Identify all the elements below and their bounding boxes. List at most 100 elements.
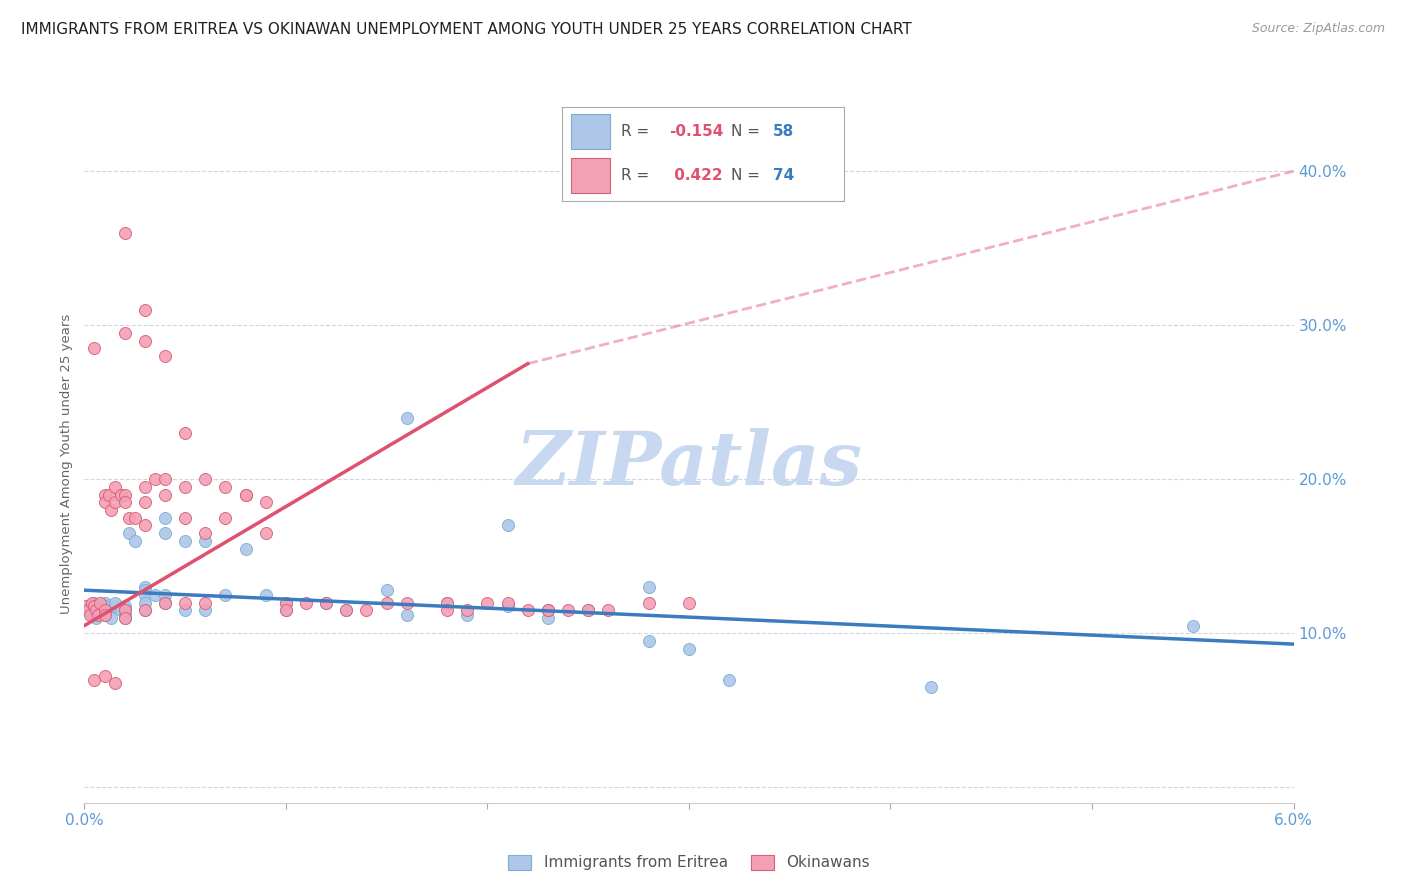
Point <box>79 599 101 613</box>
Point <box>214 588 236 602</box>
Point <box>134 603 156 617</box>
Text: N =: N = <box>731 124 765 139</box>
Point <box>134 583 156 598</box>
Point <box>153 472 176 486</box>
Legend: Immigrants from Eritrea, Okinawans: Immigrants from Eritrea, Okinawans <box>502 849 876 877</box>
Point <box>174 595 197 609</box>
Point <box>194 533 217 548</box>
Point <box>496 518 519 533</box>
Point <box>87 603 110 617</box>
Point <box>456 607 478 622</box>
Point <box>235 488 257 502</box>
Point <box>598 603 620 617</box>
Point <box>194 603 217 617</box>
Point <box>134 595 156 609</box>
Point <box>83 599 105 613</box>
Point <box>114 603 136 617</box>
Point <box>104 480 127 494</box>
Point <box>83 341 105 355</box>
Point <box>104 675 127 690</box>
Point <box>395 410 418 425</box>
Point <box>356 603 378 617</box>
Point <box>375 583 398 598</box>
Point <box>235 488 257 502</box>
Point <box>75 599 97 613</box>
Point <box>153 595 176 609</box>
Point <box>82 607 104 622</box>
Point <box>214 510 236 524</box>
Point <box>104 495 127 509</box>
Point <box>153 595 176 609</box>
Point <box>335 603 357 617</box>
Point <box>83 673 105 687</box>
Point <box>114 603 136 617</box>
Point <box>637 634 659 648</box>
Point <box>100 611 122 625</box>
Point <box>143 588 166 602</box>
Point <box>456 603 478 617</box>
Text: IMMIGRANTS FROM ERITREA VS OKINAWAN UNEMPLOYMENT AMONG YOUTH UNDER 25 YEARS CORR: IMMIGRANTS FROM ERITREA VS OKINAWAN UNEM… <box>21 22 912 37</box>
Point <box>576 603 599 617</box>
Point <box>79 607 101 622</box>
Point <box>174 510 197 524</box>
Point <box>678 641 700 656</box>
Point <box>477 595 499 609</box>
Point <box>194 595 217 609</box>
Point <box>254 495 277 509</box>
Point <box>83 595 105 609</box>
Point <box>274 603 297 617</box>
Point <box>118 510 141 524</box>
Y-axis label: Unemployment Among Youth under 25 years: Unemployment Among Youth under 25 years <box>60 314 73 614</box>
Point <box>496 599 519 613</box>
Point <box>86 603 108 617</box>
Point <box>134 588 156 602</box>
Point <box>436 603 458 617</box>
Point <box>143 472 166 486</box>
Point <box>153 349 176 363</box>
Point <box>93 669 115 683</box>
Point <box>82 595 104 609</box>
Bar <box>571 158 610 194</box>
Point <box>134 480 156 494</box>
Point <box>93 607 115 622</box>
Point <box>114 488 136 502</box>
Text: ZIPatlas: ZIPatlas <box>516 427 862 500</box>
Point <box>678 595 700 609</box>
Point <box>134 495 156 509</box>
Point <box>124 510 146 524</box>
Point <box>254 588 277 602</box>
Point <box>516 603 538 617</box>
Point <box>110 488 132 502</box>
Point <box>153 510 176 524</box>
Point <box>87 607 110 622</box>
Point <box>537 603 560 617</box>
Point <box>100 503 122 517</box>
Point <box>315 595 337 609</box>
Point <box>295 595 318 609</box>
Point <box>718 673 741 687</box>
Point <box>174 425 197 440</box>
Text: N =: N = <box>731 168 765 183</box>
Point <box>235 541 257 556</box>
Point <box>174 533 197 548</box>
Point <box>114 611 136 625</box>
Point <box>436 595 458 609</box>
Point <box>496 595 519 609</box>
Point <box>274 603 297 617</box>
Point <box>93 495 115 509</box>
Text: 58: 58 <box>773 124 794 139</box>
Point <box>118 526 141 541</box>
Point <box>153 588 176 602</box>
Point <box>114 326 136 340</box>
Point <box>134 518 156 533</box>
Text: -0.154: -0.154 <box>669 124 724 139</box>
Point <box>194 526 217 541</box>
Point <box>1181 618 1204 632</box>
Text: Source: ZipAtlas.com: Source: ZipAtlas.com <box>1251 22 1385 36</box>
Point <box>537 603 560 617</box>
Point <box>93 595 115 609</box>
Point <box>114 599 136 613</box>
Point <box>274 595 297 609</box>
Point <box>97 603 120 617</box>
Point <box>77 603 100 617</box>
